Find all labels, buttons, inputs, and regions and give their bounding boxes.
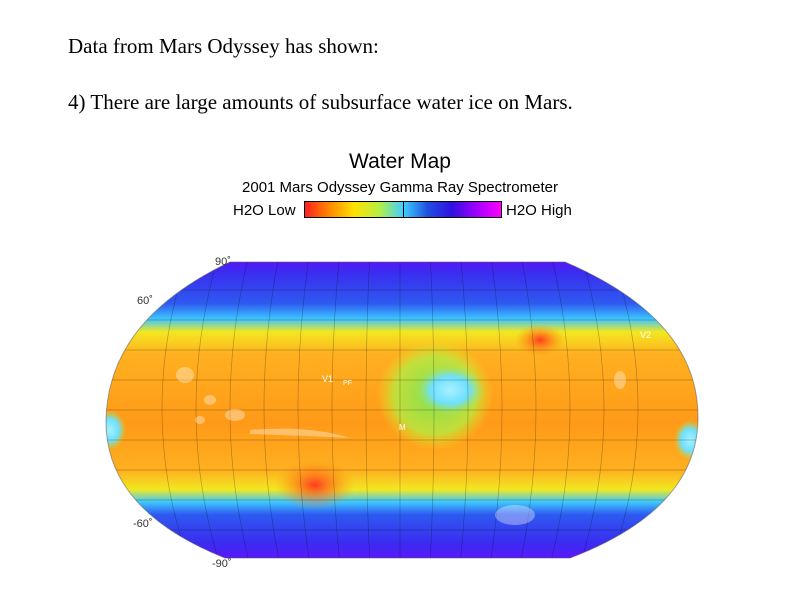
map-title: Water Map (349, 150, 451, 173)
lat-label-minus-90: -90˚ (212, 558, 232, 570)
map-outline (105, 261, 699, 559)
legend-high-label: H2O High (506, 202, 572, 219)
legend-low-label: H2O Low (233, 202, 296, 219)
legend-midpoint-mark (403, 202, 404, 217)
point-text: 4) There are large amounts of subsurface… (68, 90, 573, 114)
lat-label-90: 90˚ (215, 256, 231, 268)
intro-text: Data from Mars Odyssey has shown: (68, 34, 379, 58)
map-terrain (176, 367, 626, 525)
site-label-v1: V1 (322, 374, 333, 384)
site-label-m: M (399, 423, 406, 432)
site-label-pf: PF (343, 380, 352, 387)
site-label-v2: V2 (640, 330, 651, 340)
lat-label-60: 60˚ (137, 295, 153, 307)
map-subtitle: 2001 Mars Odyssey Gamma Ray Spectrometer (242, 179, 558, 196)
legend-color-bar (304, 201, 502, 218)
lat-label-minus-60: -60˚ (133, 518, 153, 530)
map-graticule (105, 262, 699, 558)
map-surface (105, 262, 699, 558)
mars-water-map: V1 PF M V2 (105, 261, 699, 559)
